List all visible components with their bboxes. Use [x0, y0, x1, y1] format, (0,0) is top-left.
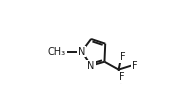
Text: F: F	[132, 61, 138, 71]
Text: F: F	[120, 52, 125, 62]
Text: N: N	[78, 47, 85, 57]
Text: F: F	[119, 72, 124, 82]
Text: N: N	[87, 61, 95, 71]
Text: CH₃: CH₃	[48, 47, 66, 57]
